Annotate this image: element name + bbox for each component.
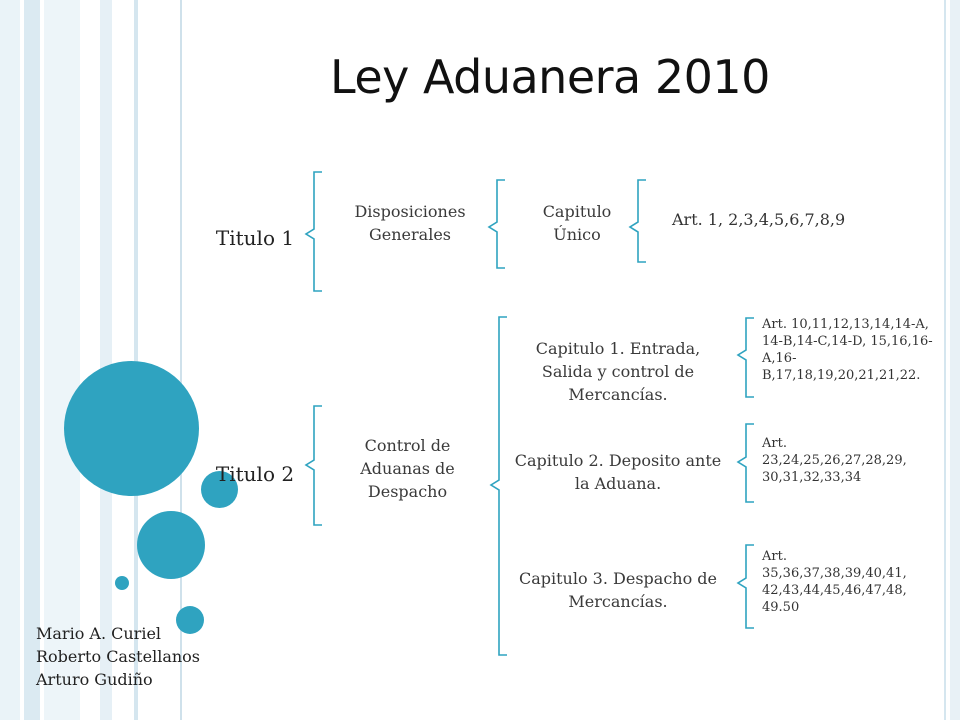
background-stripe <box>24 0 40 720</box>
page-title: Ley Aduanera 2010 <box>330 50 770 104</box>
node-disposiciones-generales: Disposiciones Generales <box>354 202 466 245</box>
node-capitulo-unico: Capitulo Único <box>542 202 612 245</box>
decorative-circle <box>176 606 204 634</box>
author-name: Roberto Castellanos <box>36 647 200 667</box>
bracket-capitulo3 <box>736 544 754 629</box>
node-articulos-capitulo3: Art. 35,36,37,38,39,40,41, 42,43,44,45,4… <box>762 549 907 615</box>
background-stripe <box>944 0 946 720</box>
background-stripe <box>180 0 182 720</box>
author-name: Mario A. Curiel <box>36 624 162 643</box>
authors-list: Mario A. Curiel Roberto Castellanos Artu… <box>36 622 200 692</box>
author-name: Arturo Gudiño <box>36 670 153 690</box>
bracket-capitulo2 <box>736 423 754 503</box>
decorative-circle <box>137 511 205 579</box>
node-capitulo1: Capitulo 1. Entrada, Salida y control de… <box>535 339 701 405</box>
bracket-titulo1 <box>304 171 322 292</box>
bracket-disposiciones <box>487 179 505 269</box>
node-titulo2: Titulo 2 <box>215 462 295 486</box>
decorative-circle-small <box>115 576 129 590</box>
node-capitulo2: Capitulo 2. Deposito ante la Aduana. <box>514 451 722 494</box>
background-stripe <box>950 0 960 720</box>
node-articulos-titulo1: Art. 1, 2,3,4,5,6,7,8,9 <box>672 210 846 229</box>
node-articulos-capitulo1: Art. 10,11,12,13,14,14-A, 14-B,14-C,14-D… <box>762 317 933 383</box>
bracket-capitulo1 <box>736 317 754 398</box>
bracket-control <box>489 316 507 656</box>
node-articulos-capitulo2: Art. 23,24,25,26,27,28,29, 30,31,32,33,3… <box>762 436 907 485</box>
background-stripe <box>134 0 138 720</box>
node-titulo1: Titulo 1 <box>215 226 295 250</box>
bracket-titulo2 <box>304 405 322 526</box>
background-stripe <box>44 0 80 720</box>
bracket-capitulo-unico <box>628 179 646 263</box>
decorative-circle <box>201 471 238 508</box>
decorative-circle-large <box>64 361 199 496</box>
background-stripe <box>100 0 112 720</box>
node-control-aduanas: Control de Aduanas de Despacho <box>360 436 455 502</box>
background-stripe <box>0 0 20 720</box>
node-capitulo3: Capitulo 3. Despacho de Mercancías. <box>518 569 718 612</box>
